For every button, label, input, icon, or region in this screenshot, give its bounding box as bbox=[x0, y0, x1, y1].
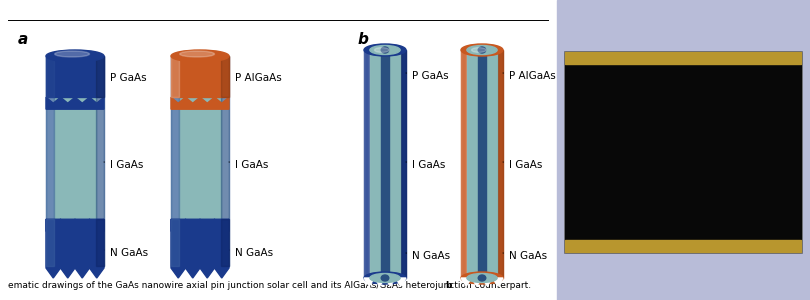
Polygon shape bbox=[221, 56, 229, 266]
Ellipse shape bbox=[370, 274, 400, 283]
Polygon shape bbox=[46, 219, 104, 231]
Ellipse shape bbox=[370, 46, 400, 55]
Polygon shape bbox=[461, 50, 503, 278]
Polygon shape bbox=[96, 56, 104, 97]
Polygon shape bbox=[221, 56, 229, 97]
Polygon shape bbox=[221, 56, 229, 266]
Ellipse shape bbox=[467, 274, 497, 283]
Polygon shape bbox=[461, 50, 466, 278]
Text: ematic drawings of the GaAs nanowire axial pin junction solar cell and its AlGaA: ematic drawings of the GaAs nanowire axi… bbox=[8, 281, 531, 290]
Ellipse shape bbox=[382, 275, 389, 281]
Ellipse shape bbox=[46, 50, 104, 62]
Ellipse shape bbox=[478, 275, 486, 281]
Polygon shape bbox=[179, 56, 221, 266]
Text: I GaAs: I GaAs bbox=[503, 160, 543, 170]
Bar bbox=[565, 240, 801, 252]
Ellipse shape bbox=[461, 44, 503, 56]
Polygon shape bbox=[364, 278, 406, 286]
Text: P GaAs: P GaAs bbox=[406, 71, 449, 81]
Text: b: b bbox=[358, 32, 369, 47]
Polygon shape bbox=[171, 97, 229, 109]
Polygon shape bbox=[46, 56, 54, 266]
Text: P AlGaAs: P AlGaAs bbox=[503, 71, 556, 81]
Ellipse shape bbox=[55, 51, 89, 57]
Bar bbox=[557, 0, 810, 300]
Text: I GaAs: I GaAs bbox=[406, 160, 446, 170]
Text: P AlGaAs: P AlGaAs bbox=[229, 73, 282, 83]
Ellipse shape bbox=[478, 47, 486, 53]
Polygon shape bbox=[96, 219, 104, 266]
Polygon shape bbox=[364, 50, 369, 278]
Text: a: a bbox=[18, 32, 28, 47]
Bar bbox=[565, 52, 801, 252]
Polygon shape bbox=[171, 219, 229, 231]
Polygon shape bbox=[171, 56, 179, 266]
Text: b: b bbox=[445, 281, 451, 290]
Polygon shape bbox=[171, 56, 229, 97]
Polygon shape bbox=[46, 56, 54, 97]
Ellipse shape bbox=[364, 44, 406, 56]
Text: N GaAs: N GaAs bbox=[104, 248, 148, 258]
Polygon shape bbox=[46, 219, 54, 266]
Ellipse shape bbox=[171, 50, 229, 62]
Polygon shape bbox=[46, 219, 104, 278]
Ellipse shape bbox=[180, 51, 215, 57]
Polygon shape bbox=[401, 50, 406, 278]
Text: P GaAs: P GaAs bbox=[104, 73, 147, 83]
Polygon shape bbox=[498, 50, 503, 278]
Polygon shape bbox=[478, 50, 486, 278]
Polygon shape bbox=[46, 56, 104, 97]
Text: N GaAs: N GaAs bbox=[503, 251, 547, 261]
Text: I GaAs: I GaAs bbox=[229, 160, 268, 170]
Bar bbox=[564, 51, 802, 253]
Ellipse shape bbox=[471, 48, 486, 52]
Text: I GaAs: I GaAs bbox=[104, 160, 143, 170]
Polygon shape bbox=[171, 219, 179, 266]
Text: N GaAs: N GaAs bbox=[406, 251, 450, 261]
Polygon shape bbox=[171, 56, 179, 266]
Polygon shape bbox=[370, 50, 400, 278]
Ellipse shape bbox=[364, 272, 406, 284]
Ellipse shape bbox=[461, 272, 503, 284]
Polygon shape bbox=[96, 56, 104, 266]
Polygon shape bbox=[46, 56, 54, 266]
Polygon shape bbox=[382, 50, 389, 278]
Ellipse shape bbox=[382, 47, 389, 53]
Polygon shape bbox=[96, 56, 104, 266]
Ellipse shape bbox=[467, 46, 497, 55]
Polygon shape bbox=[221, 219, 229, 266]
Bar bbox=[565, 52, 801, 64]
Polygon shape bbox=[364, 50, 406, 278]
Polygon shape bbox=[54, 56, 96, 266]
Polygon shape bbox=[461, 278, 503, 286]
Text: N GaAs: N GaAs bbox=[229, 248, 273, 258]
Polygon shape bbox=[46, 97, 104, 109]
Polygon shape bbox=[171, 56, 179, 97]
Ellipse shape bbox=[374, 48, 389, 52]
Polygon shape bbox=[467, 50, 497, 278]
Polygon shape bbox=[171, 219, 229, 278]
